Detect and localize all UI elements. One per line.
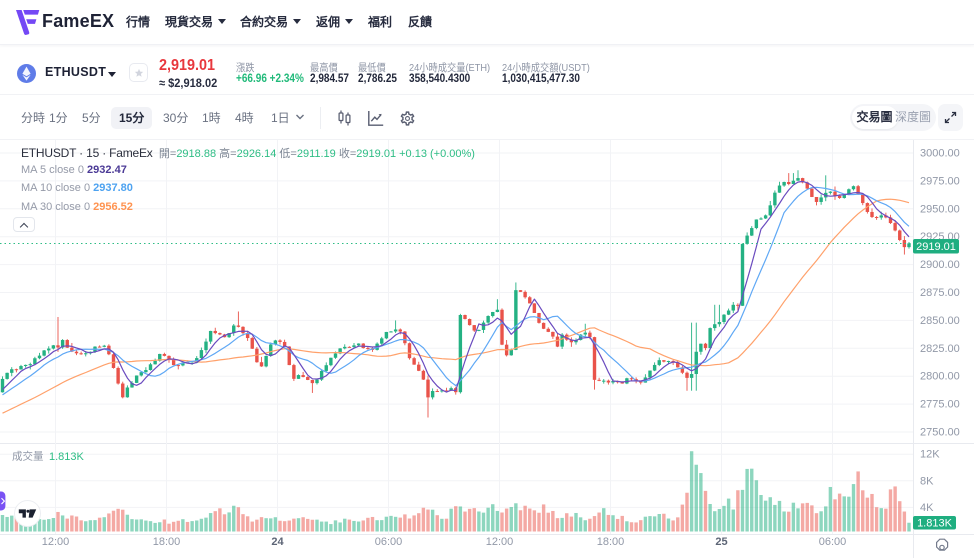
svg-text:8K: 8K	[920, 475, 934, 487]
svg-text:06:00: 06:00	[375, 536, 403, 548]
svg-text:18:00: 18:00	[597, 536, 625, 548]
svg-text:2750.00: 2750.00	[920, 427, 960, 439]
svg-text:06:00: 06:00	[819, 536, 847, 548]
svg-text:2900.00: 2900.00	[920, 259, 960, 271]
svg-text:成交量: 成交量	[12, 450, 44, 463]
svg-text:3000.00: 3000.00	[920, 148, 960, 160]
svg-text:25: 25	[715, 536, 727, 548]
svg-text:12:00: 12:00	[42, 536, 70, 548]
svg-text:12:00: 12:00	[486, 536, 514, 548]
svg-text:18:00: 18:00	[153, 536, 181, 548]
svg-text:2875.00: 2875.00	[920, 287, 960, 299]
svg-text:2975.00: 2975.00	[920, 175, 960, 187]
svg-text:2850.00: 2850.00	[920, 315, 960, 327]
svg-text:12K: 12K	[920, 449, 940, 461]
svg-text:2825.00: 2825.00	[920, 343, 960, 355]
svg-text:1.813K: 1.813K	[49, 451, 85, 463]
svg-text:2775.00: 2775.00	[920, 399, 960, 411]
svg-text:1.813K: 1.813K	[917, 518, 953, 530]
svg-text:4K: 4K	[920, 502, 934, 514]
svg-text:24: 24	[271, 536, 284, 548]
svg-text:2950.00: 2950.00	[920, 203, 960, 215]
svg-text:2919.01: 2919.01	[916, 241, 956, 253]
svg-text:2800.00: 2800.00	[920, 371, 960, 383]
